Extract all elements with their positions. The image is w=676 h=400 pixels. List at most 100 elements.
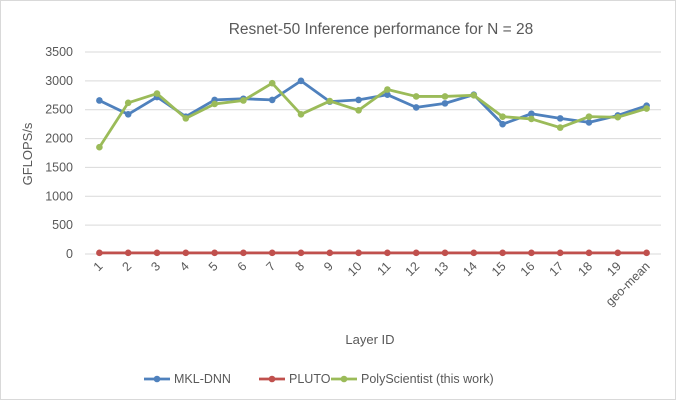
data-point: [643, 249, 650, 257]
data-point: [124, 249, 132, 257]
data-point: [240, 97, 247, 104]
legend-marker: [268, 375, 276, 383]
x-axis-title: Layer ID: [345, 332, 394, 347]
gridlines: [85, 51, 661, 255]
data-point: [355, 249, 362, 257]
x-tick-label: 5: [206, 259, 221, 274]
legend-label: PolyScientist (this work): [361, 372, 494, 386]
data-point: [124, 111, 132, 118]
data-point: [297, 249, 305, 257]
data-point: [96, 143, 103, 151]
data-point: [182, 115, 190, 122]
legend-label: PLUTO: [289, 372, 331, 386]
data-point: [614, 249, 622, 257]
x-tick-label: 14: [460, 259, 480, 279]
x-tick-label: 16: [518, 259, 538, 279]
data-point: [585, 113, 593, 120]
data-point: [470, 91, 478, 99]
data-point: [182, 249, 190, 257]
legend: MKL-DNN PLUTO PolyScientist (this work): [144, 372, 494, 386]
data-point: [412, 249, 420, 257]
data-point: [614, 113, 622, 121]
series-layer: [96, 77, 650, 257]
x-tick-label: 8: [292, 259, 307, 274]
data-point: [384, 86, 391, 93]
data-point: [412, 93, 420, 100]
legend-marker: [340, 375, 348, 383]
data-point: [384, 91, 391, 99]
data-point: [528, 115, 535, 123]
data-point: [585, 119, 593, 126]
data-point: [499, 113, 506, 120]
data-point: [643, 105, 650, 112]
series-line-mkl-dnn: [98, 79, 648, 126]
legend-item-pluto: PLUTO: [259, 372, 331, 386]
data-point: [441, 100, 449, 107]
data-point: [384, 249, 391, 257]
series-pluto: [96, 249, 650, 257]
x-tick-label: 6: [235, 259, 250, 274]
y-tick-label: 2000: [45, 132, 73, 146]
data-point: [297, 77, 305, 85]
x-tick-label: 7: [264, 259, 279, 274]
y-axis-title: GFLOPS/s: [20, 122, 35, 185]
data-point: [528, 110, 535, 118]
x-tick-label: 12: [403, 259, 423, 279]
y-tick-label: 1500: [45, 160, 73, 174]
x-tick-label: 13: [431, 259, 451, 279]
data-point: [441, 249, 449, 257]
data-point: [297, 111, 305, 118]
data-point: [470, 249, 478, 257]
y-axis-ticks: 0 500 1000 1500 2000 2500 3000 3500: [45, 45, 73, 261]
x-tick-label: 2: [120, 259, 135, 274]
x-tick-label: 4: [177, 259, 192, 274]
data-point: [412, 104, 420, 111]
legend-label: MKL-DNN: [174, 372, 231, 386]
x-tick-label: 9: [321, 259, 336, 274]
data-point: [240, 249, 247, 257]
legend-item-mkl-dnn: MKL-DNN: [144, 372, 231, 386]
data-point: [556, 249, 564, 257]
x-tick-label: 17: [547, 259, 567, 279]
data-point: [96, 97, 103, 104]
series-polyscientist-this-work: [96, 79, 650, 151]
data-point: [124, 99, 132, 107]
y-tick-label: 2500: [45, 103, 73, 117]
y-tick-label: 1000: [45, 189, 73, 203]
x-tick-label: 19: [604, 259, 624, 279]
x-tick-label: 3: [148, 259, 163, 274]
x-tick-label: 10: [345, 259, 365, 279]
data-point: [556, 124, 564, 131]
y-tick-label: 0: [66, 247, 73, 261]
data-point: [585, 249, 593, 257]
y-tick-label: 500: [52, 218, 73, 232]
data-point: [153, 90, 161, 97]
x-tick-label: 1: [91, 259, 106, 274]
data-point: [326, 97, 334, 105]
data-point: [499, 120, 506, 128]
legend-marker: [153, 375, 161, 383]
data-point: [268, 96, 276, 104]
series-mkl-dnn: [96, 77, 650, 128]
data-point: [211, 100, 218, 108]
data-point: [96, 249, 103, 257]
data-point: [153, 249, 161, 257]
series-line-polyscientist-this-work: [98, 81, 648, 149]
data-point: [268, 249, 276, 257]
data-point: [211, 249, 218, 257]
y-tick-label: 3500: [45, 45, 73, 59]
data-point: [556, 115, 564, 122]
x-tick-label: 18: [575, 259, 595, 279]
chart-title: Resnet-50 Inference performance for N = …: [229, 21, 534, 38]
data-point: [355, 96, 362, 104]
data-point: [528, 249, 535, 257]
x-tick-label: 15: [489, 259, 509, 279]
data-point: [355, 106, 362, 114]
data-point: [326, 249, 334, 257]
y-tick-label: 3000: [45, 74, 73, 88]
x-tick-label: 11: [374, 259, 393, 278]
data-point: [441, 93, 449, 100]
